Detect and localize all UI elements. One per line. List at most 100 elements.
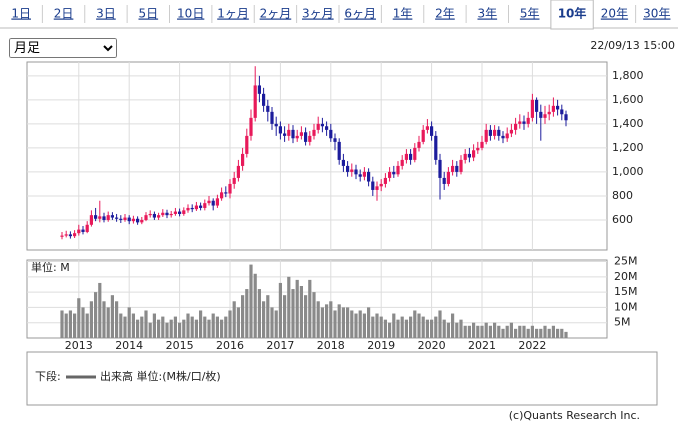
volume-bar <box>68 310 72 338</box>
volume-bar <box>304 295 308 338</box>
candle-body <box>417 141 421 148</box>
candle-body <box>375 186 379 190</box>
volume-bar <box>278 282 282 338</box>
candle-body <box>400 159 404 166</box>
volume-bar <box>341 307 345 338</box>
candle-body <box>182 210 186 214</box>
candle-body <box>367 171 371 182</box>
volume-bar <box>186 313 190 338</box>
volume-bar <box>228 310 232 338</box>
tab[interactable]: 10日 <box>177 7 204 21</box>
volume-bar <box>442 319 446 338</box>
candle-body <box>493 129 497 136</box>
volume-bar <box>224 316 228 338</box>
tab[interactable]: 3年 <box>477 7 497 21</box>
candle-body <box>98 216 102 219</box>
x-tick-label: 2017 <box>266 339 294 352</box>
candle-body <box>60 235 64 237</box>
candle-body <box>241 153 245 166</box>
candle-body <box>522 121 526 124</box>
y-tick-label: 20M <box>614 270 638 283</box>
tab[interactable]: 30年 <box>643 7 670 21</box>
tab[interactable]: 1年 <box>393 7 413 21</box>
candle-body <box>409 153 413 160</box>
x-tick-label: 2015 <box>166 339 194 352</box>
y-tick-label: 600 <box>612 213 633 226</box>
tab[interactable]: 2年 <box>435 7 455 21</box>
tab[interactable]: 20年 <box>601 7 628 21</box>
volume-bar <box>388 322 392 338</box>
volume-bar <box>161 316 165 338</box>
tab[interactable]: 5日 <box>138 7 158 21</box>
tab[interactable]: 1日 <box>11 7 31 21</box>
legend-box <box>26 351 658 406</box>
candle-body <box>346 165 350 172</box>
candle-body <box>236 165 240 178</box>
volume-bar <box>505 325 509 338</box>
volume-bar <box>413 310 417 338</box>
candle-body <box>220 192 224 199</box>
volume-bar <box>81 307 85 338</box>
candle-body <box>530 99 534 118</box>
candle-body <box>526 117 530 124</box>
candle-body <box>102 216 106 220</box>
candle-body <box>501 135 505 139</box>
volume-bar <box>350 310 354 338</box>
candle-body <box>228 183 232 194</box>
candle-body <box>278 126 282 134</box>
tab[interactable]: 3日 <box>96 7 116 21</box>
candle-body <box>438 159 442 178</box>
tab[interactable]: 10年 <box>558 6 587 21</box>
volume-bar <box>543 325 547 338</box>
volume-bar <box>354 313 358 338</box>
tab-selected-bg <box>550 0 594 30</box>
volume-bar <box>203 316 207 338</box>
volume-bar <box>194 319 198 338</box>
tab[interactable]: 2日 <box>54 7 74 21</box>
candle-body <box>207 200 211 204</box>
tab[interactable]: 5年 <box>520 7 540 21</box>
volume-bar <box>329 301 333 338</box>
volume-bar <box>564 331 568 338</box>
tab[interactable]: 6ヶ月 <box>344 7 376 21</box>
volume-bar <box>463 325 467 338</box>
tab[interactable]: 1ヶ月 <box>217 7 249 21</box>
volume-bar <box>438 310 442 338</box>
candle-body <box>224 192 228 194</box>
volume-bar <box>547 328 551 338</box>
volume-bar <box>383 319 387 338</box>
volume-bar <box>560 328 564 338</box>
volume-bar <box>249 264 253 338</box>
volume-bar <box>379 316 383 338</box>
period-select[interactable]: 月足 <box>9 38 117 58</box>
candle-body <box>245 135 249 154</box>
volume-bar <box>94 292 98 338</box>
volume-bar <box>274 310 278 338</box>
candle-body <box>463 153 467 160</box>
candle-body <box>564 114 568 121</box>
volume-bar <box>446 322 450 338</box>
volume-bar <box>85 313 89 338</box>
candle-body <box>383 177 387 184</box>
volume-bar <box>518 325 522 338</box>
timestamp: 22/09/13 15:00 <box>590 39 675 52</box>
volume-bar <box>253 273 257 338</box>
candle-body <box>178 211 182 214</box>
volume-bar <box>409 316 413 338</box>
candle-body <box>404 153 408 160</box>
volume-bar <box>421 316 425 338</box>
volume-bar <box>425 319 429 338</box>
candle-body <box>497 129 501 136</box>
tab[interactable]: 2ヶ月 <box>260 7 292 21</box>
volume-bar <box>367 307 371 338</box>
candle-body <box>434 135 438 160</box>
tab[interactable]: 3ヶ月 <box>302 7 334 21</box>
volume-bar <box>337 304 341 338</box>
volume-bar <box>136 319 140 338</box>
candle-body <box>287 129 291 136</box>
volume-bar <box>459 319 463 338</box>
volume-bar <box>131 313 135 338</box>
volume-bar <box>358 310 362 338</box>
candle-body <box>127 217 131 222</box>
candle-body <box>547 111 551 115</box>
